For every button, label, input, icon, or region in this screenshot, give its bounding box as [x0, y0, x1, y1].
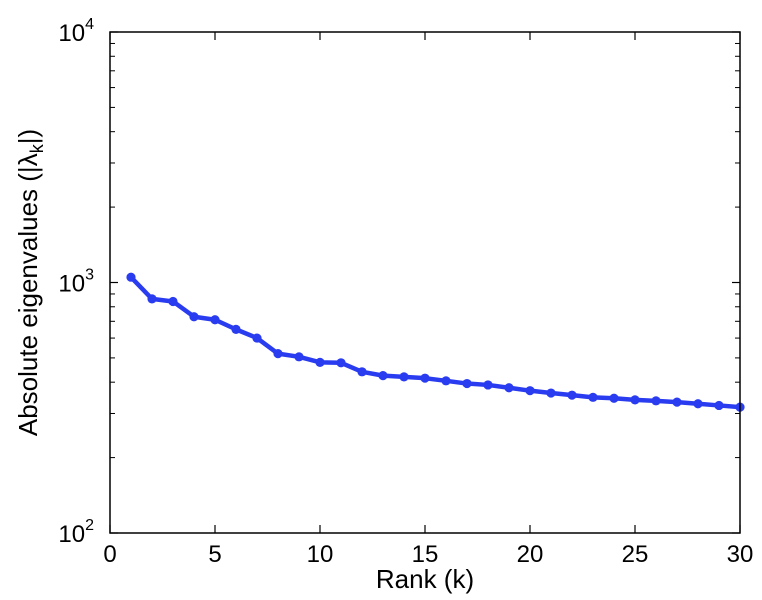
data-point — [252, 333, 262, 343]
y-tick-labels: 102 103 104 — [58, 16, 94, 548]
data-point — [504, 383, 514, 393]
data-point — [630, 395, 640, 405]
major-ticks — [109, 31, 741, 534]
x-tick-label: 15 — [412, 541, 439, 568]
data-point — [588, 392, 598, 402]
data-point — [210, 315, 220, 325]
x-tick-label: 20 — [517, 541, 544, 568]
y-axis-label-lambda: λ — [13, 153, 43, 166]
data-point — [126, 272, 136, 282]
data-point — [189, 312, 199, 322]
data-point — [462, 378, 472, 389]
x-tick-label: 30 — [727, 541, 754, 568]
data-point — [231, 324, 241, 334]
data-point — [315, 357, 325, 367]
plot-frame — [109, 31, 741, 534]
x-tick-labels: 0 5 10 15 20 25 30 — [103, 541, 753, 568]
series-line — [128, 274, 743, 410]
y-axis-label-suffix: |) — [13, 129, 43, 144]
minor-ticks — [110, 42, 740, 459]
data-point — [714, 400, 724, 411]
data-point — [378, 370, 388, 381]
data-point — [546, 388, 556, 398]
y-axis-label-subscript: k — [27, 143, 47, 153]
data-point — [483, 380, 493, 390]
y-axis-label: Absolute eigenvalues (|λk|) — [13, 129, 47, 436]
y-axis-label-prefix: Absolute eigenvalues (| — [13, 166, 43, 436]
y-tick-label: 104 — [58, 16, 94, 47]
data-point — [441, 376, 451, 386]
data-point — [399, 372, 409, 382]
data-point — [273, 349, 283, 359]
data-point — [168, 296, 178, 307]
x-tick-label: 10 — [307, 541, 334, 568]
data-point — [294, 352, 304, 362]
data-point — [525, 386, 535, 396]
data-point — [693, 399, 703, 409]
data-point — [147, 294, 157, 304]
y-tick-label: 102 — [58, 517, 94, 548]
y-tick-label: 103 — [58, 267, 94, 298]
data-point — [672, 397, 682, 407]
x-axis-label: Rank (k) — [376, 564, 474, 594]
data-point — [609, 393, 619, 403]
data-point — [567, 390, 577, 400]
data-point — [651, 396, 661, 406]
x-tick-label: 25 — [622, 541, 649, 568]
x-tick-label: 5 — [208, 541, 221, 568]
data-point — [357, 367, 367, 377]
x-tick-label: 0 — [103, 541, 116, 568]
data-point — [420, 373, 430, 383]
data-point — [336, 358, 346, 368]
series-layer — [126, 272, 745, 412]
